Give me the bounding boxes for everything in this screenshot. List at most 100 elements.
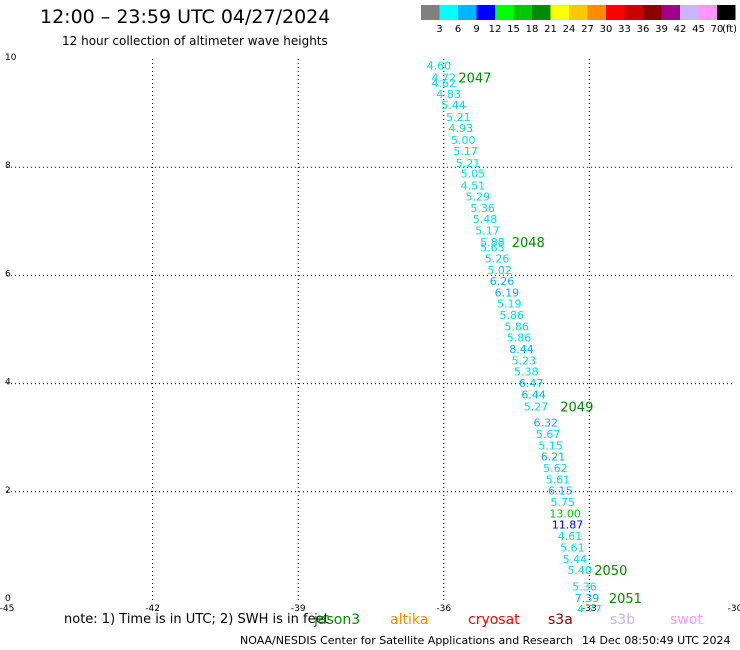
color-swatch (587, 5, 606, 20)
wave-height-label: 5.29 (466, 190, 491, 203)
color-swatch (717, 5, 736, 20)
color-swatch (661, 5, 680, 20)
x-tick-label: -30 (728, 604, 740, 612)
wave-height-plot: -45 -42 -39 -36 -33 -30 0 2 4 6 8 10 4.604.724.624.8… (0, 53, 740, 612)
wave-height-label: 8.44 (509, 343, 534, 356)
wave-height-label: 13.00 (549, 507, 581, 520)
color-scale-label: 45 (692, 24, 705, 35)
x-tick-label: -45 (0, 604, 14, 612)
wave-height-label: 5.17 (453, 145, 478, 158)
color-scale-label: 70 (711, 24, 724, 35)
x-tick-label: -36 (436, 604, 451, 612)
chart-subtitle: 12 hour collection of altimeter wave hei… (62, 34, 328, 48)
mission-cryosat: cryosat (468, 612, 520, 628)
chart-title: 12:00 – 23:59 UTC 04/27/2024 (40, 6, 331, 28)
color-swatch (643, 5, 662, 20)
y-tick-label: 6 (5, 269, 11, 279)
wave-height-label: 6.15 (548, 485, 573, 498)
color-swatch (532, 5, 551, 20)
wave-height-label: 4.61 (558, 530, 583, 543)
color-scale-label: 15 (507, 24, 520, 35)
wave-height-label: 5.21 (456, 157, 481, 170)
color-swatch (421, 5, 440, 20)
x-tick-label: -33 (582, 604, 597, 612)
wave-height-label: 4.77 (577, 603, 602, 612)
color-swatch (606, 5, 625, 20)
credit-line: NOAA/NESDIS Center for Satellite Applica… (240, 634, 574, 647)
color-scale-label: 39 (655, 24, 668, 35)
color-swatch (513, 5, 532, 20)
wave-height-label: 5.36 (470, 202, 495, 215)
wave-height-label: 5.44 (441, 99, 466, 112)
wave-height-label: 5.05 (461, 168, 486, 181)
x-tick-label: -42 (145, 604, 160, 612)
time-annotation: 2050 (594, 564, 627, 579)
footnote: note: 1) Time is in UTC; 2) SWH is in fe… (64, 612, 329, 627)
wave-height-label: 5.00 (451, 134, 476, 147)
mission-swot: swot (670, 612, 703, 628)
color-swatch (698, 5, 717, 20)
color-scale-label: 24 (563, 24, 576, 35)
x-tick-label: -39 (291, 604, 306, 612)
color-swatch (495, 5, 514, 20)
color-scale-label: 33 (618, 24, 631, 35)
color-scale-label: 3 (436, 24, 442, 35)
wave-height-label: 5.86 (504, 320, 529, 333)
wave-height-label: 5.27 (524, 400, 549, 413)
y-tick-label: 0 (5, 594, 11, 604)
color-scale-label: 30 (600, 24, 613, 35)
wave-height-label: 5.86 (499, 309, 524, 322)
color-scale-unit: (ft) (722, 24, 736, 35)
wave-height-label: 5.65 (480, 241, 505, 254)
color-scale-label: 9 (473, 24, 479, 35)
wave-height-label: 7.39 (575, 592, 600, 605)
y-tick-label: 4 (5, 378, 11, 388)
time-annotation: 2051 (609, 592, 642, 607)
time-annotation: 2049 (560, 400, 593, 415)
generated-timestamp: 14 Dec 08:50:49 UTC 2024 (582, 634, 731, 647)
wave-height-label: 5.40 (567, 564, 592, 577)
wave-height-label: 5.48 (473, 213, 498, 226)
wave-height-label: 5.36 (572, 580, 597, 593)
wave-height-label: 6.19 (495, 287, 520, 300)
color-scale-label: 21 (544, 24, 557, 35)
color-scale-legend: 3 6 9 12 15 18 21 24 27 30 33 36 39 42 45 70(ft) (421, 5, 736, 35)
color-swatch (680, 5, 699, 20)
wave-height-label: 4.62 (432, 77, 457, 90)
wave-height-label: 5.38 (514, 366, 539, 379)
wave-height-label: 5.75 (550, 496, 575, 509)
wave-height-label: 4.83 (436, 88, 461, 101)
wave-height-label: 5.61 (546, 473, 571, 486)
wave-height-label: 6.47 (519, 377, 544, 390)
wave-height-label: 6.32 (533, 417, 558, 430)
color-scale-label: 42 (674, 24, 687, 35)
color-scale-label: 36 (637, 24, 650, 35)
wave-height-label: 5.19 (497, 298, 522, 311)
wave-height-label: 5.02 (487, 264, 512, 277)
mission-s3a: s3a (548, 612, 573, 628)
mission-altika: altika (390, 612, 429, 628)
wave-height-label: 11.87 (552, 518, 584, 531)
wave-height-label: 5.15 (538, 439, 563, 452)
wave-height-label: 4.72 (432, 71, 457, 84)
mission-jason3: jason3 (314, 612, 361, 628)
y-tick-label: 2 (5, 486, 11, 496)
color-scale-label: 18 (526, 24, 539, 35)
color-swatch (458, 5, 477, 20)
wave-height-label: 6.21 (541, 451, 566, 464)
y-tick-label: 8 (5, 161, 11, 171)
color-swatch (476, 5, 495, 20)
color-swatch (624, 5, 643, 20)
mission-s3b: s3b (610, 612, 636, 628)
color-swatch (439, 5, 458, 20)
wave-height-label: 5.62 (543, 462, 568, 475)
wave-height-label: 5.67 (536, 428, 561, 441)
wave-height-label: 6.44 (521, 388, 546, 401)
wave-height-label: 5.23 (512, 354, 537, 367)
wave-height-label: 5.21 (446, 111, 471, 124)
wave-height-label: 4.60 (427, 59, 452, 72)
wave-height-label: 4.93 (449, 122, 474, 135)
color-scale-label: 12 (489, 24, 502, 35)
time-annotation: 2047 (458, 71, 491, 86)
wave-height-label: 5.61 (560, 542, 585, 555)
